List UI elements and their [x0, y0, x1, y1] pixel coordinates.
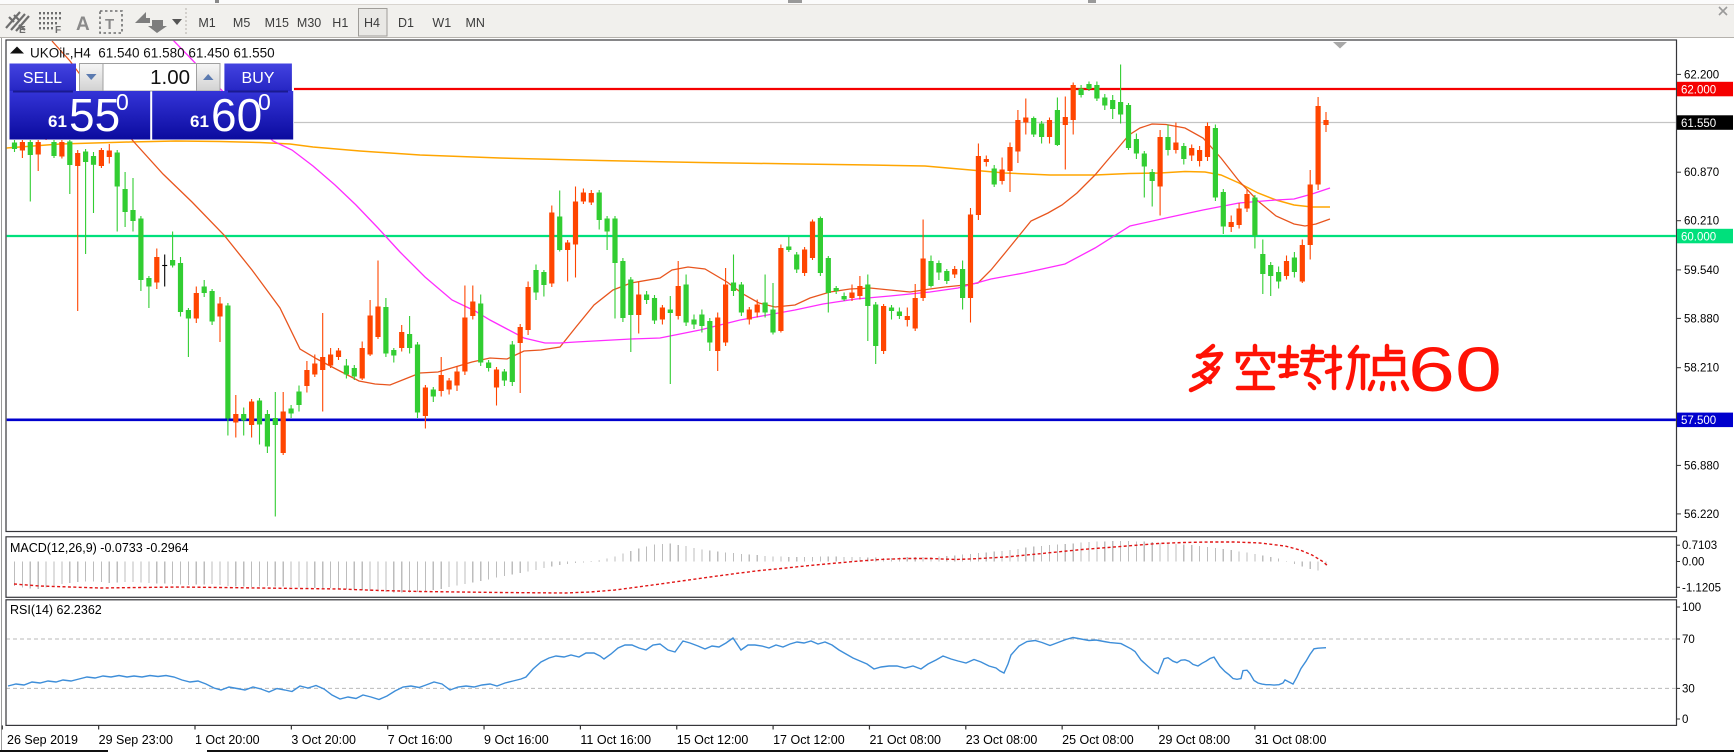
- svg-text:W1: W1: [432, 16, 451, 30]
- svg-text:25 Oct 08:00: 25 Oct 08:00: [1062, 733, 1134, 747]
- svg-text:29 Oct 08:00: 29 Oct 08:00: [1159, 733, 1231, 747]
- svg-text:1 Oct 20:00: 1 Oct 20:00: [195, 733, 260, 747]
- svg-text:1.00: 1.00: [150, 66, 190, 89]
- svg-text:31 Oct 08:00: 31 Oct 08:00: [1255, 733, 1327, 747]
- svg-text:62.000: 62.000: [1681, 84, 1716, 96]
- svg-text:60.000: 60.000: [1681, 231, 1716, 243]
- svg-text:58.880: 58.880: [1684, 313, 1719, 325]
- svg-text:MACD(12,26,9) -0.0733 -0.2964: MACD(12,26,9) -0.0733 -0.2964: [10, 541, 189, 555]
- svg-text:H1: H1: [332, 16, 348, 30]
- svg-text:D1: D1: [398, 16, 414, 30]
- svg-text:70: 70: [1682, 634, 1695, 646]
- svg-text:9 Oct 16:00: 9 Oct 16:00: [484, 733, 549, 747]
- svg-text:3 Oct 20:00: 3 Oct 20:00: [291, 733, 356, 747]
- svg-text:UKOil-,H4 61.540 61.580 61.45: UKOil-,H4 61.540 61.580 61.450 61.550: [30, 46, 275, 61]
- svg-text:15 Oct 12:00: 15 Oct 12:00: [677, 733, 749, 747]
- svg-text:59.540: 59.540: [1684, 265, 1719, 277]
- svg-text:-1.1205: -1.1205: [1682, 582, 1721, 594]
- svg-text:60: 60: [211, 89, 262, 141]
- svg-text:58.210: 58.210: [1684, 363, 1719, 375]
- svg-text:T: T: [105, 16, 114, 33]
- svg-text:29 Sep 23:00: 29 Sep 23:00: [99, 733, 173, 747]
- svg-text:61: 61: [48, 112, 67, 131]
- svg-text:M15: M15: [265, 16, 289, 30]
- svg-text:62.200: 62.200: [1684, 69, 1719, 81]
- svg-text:BUY: BUY: [242, 70, 275, 87]
- svg-text:SELL: SELL: [23, 70, 62, 87]
- svg-text:A: A: [76, 14, 90, 35]
- svg-text:0.7103: 0.7103: [1682, 540, 1717, 552]
- svg-text:7 Oct 16:00: 7 Oct 16:00: [388, 733, 453, 747]
- svg-text:M5: M5: [233, 16, 250, 30]
- svg-text:0: 0: [1682, 714, 1688, 726]
- svg-text:MN: MN: [465, 16, 484, 30]
- svg-text:100: 100: [1682, 602, 1701, 614]
- svg-text:RSI(14) 62.2362: RSI(14) 62.2362: [10, 603, 102, 617]
- svg-text:M1: M1: [198, 16, 215, 30]
- svg-text:E: E: [19, 25, 26, 36]
- svg-text:56.220: 56.220: [1684, 509, 1719, 521]
- svg-text:60.870: 60.870: [1684, 167, 1719, 179]
- svg-text:60.210: 60.210: [1684, 216, 1719, 228]
- svg-text:H4: H4: [364, 16, 380, 30]
- svg-text:57.500: 57.500: [1681, 415, 1716, 427]
- svg-text:30: 30: [1682, 683, 1695, 695]
- svg-text:61: 61: [190, 112, 209, 131]
- svg-text:F: F: [55, 25, 61, 36]
- svg-text:0: 0: [258, 89, 271, 115]
- svg-text:23 Oct 08:00: 23 Oct 08:00: [966, 733, 1038, 747]
- svg-text:55: 55: [69, 89, 120, 141]
- svg-text:M30: M30: [297, 16, 321, 30]
- svg-text:61.550: 61.550: [1681, 118, 1716, 130]
- svg-text:0: 0: [116, 89, 129, 115]
- svg-text:21 Oct 08:00: 21 Oct 08:00: [869, 733, 941, 747]
- svg-text:17 Oct 12:00: 17 Oct 12:00: [773, 733, 845, 747]
- svg-text:60: 60: [1408, 335, 1502, 405]
- svg-text:56.880: 56.880: [1684, 460, 1719, 472]
- svg-text:26 Sep 2019: 26 Sep 2019: [7, 733, 78, 747]
- svg-text:0.00: 0.00: [1682, 557, 1704, 569]
- svg-text:11 Oct 16:00: 11 Oct 16:00: [580, 733, 651, 747]
